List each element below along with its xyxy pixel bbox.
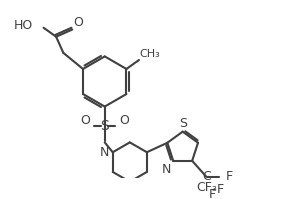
Text: O: O xyxy=(80,114,90,127)
Text: N: N xyxy=(162,163,171,176)
Text: S: S xyxy=(100,119,109,133)
Text: F: F xyxy=(217,183,224,196)
Text: HO: HO xyxy=(14,20,33,32)
Text: O: O xyxy=(120,114,129,127)
Text: CF₃: CF₃ xyxy=(196,181,217,194)
Text: S: S xyxy=(179,117,187,130)
Text: N: N xyxy=(100,146,109,159)
Text: C: C xyxy=(202,170,211,183)
Text: F: F xyxy=(208,188,215,199)
Text: F: F xyxy=(226,170,233,183)
Text: O: O xyxy=(73,16,83,29)
Text: CH₃: CH₃ xyxy=(140,49,161,59)
